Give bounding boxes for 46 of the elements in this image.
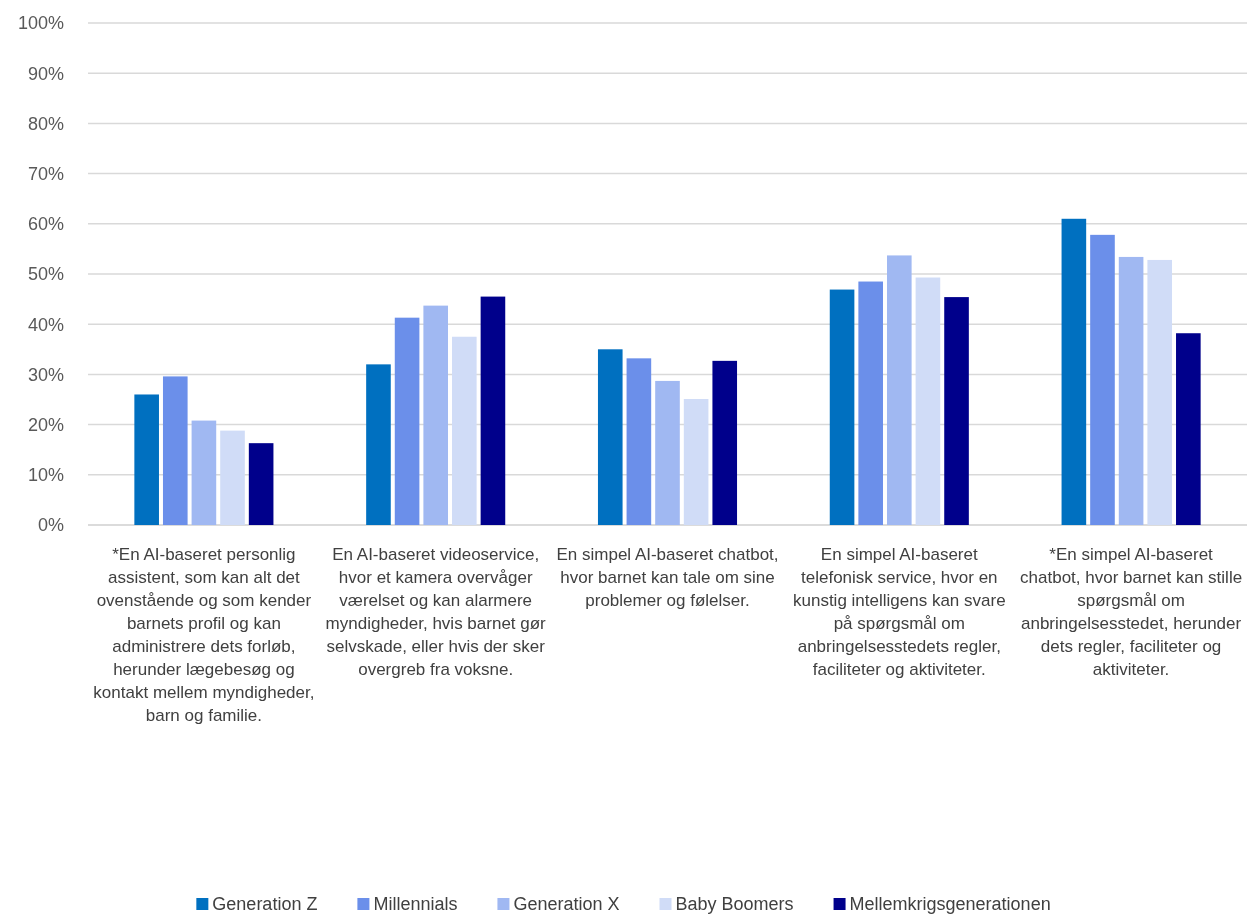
legend-label: Generation Z (212, 894, 318, 914)
bar (1147, 259, 1173, 525)
x-tick-label: *En simpel AI-baseret chatbot, hvor barnet kan stille spørgsmål om anbringelsesstedet, herunder dets regler, faciliteter og aktiviteter. (1020, 545, 1243, 679)
bar (480, 296, 506, 525)
bar (858, 281, 883, 525)
bar (887, 255, 912, 525)
y-tick-label: 80% (27, 113, 64, 134)
bar (1118, 256, 1144, 525)
y-tick-label: 70% (27, 163, 64, 184)
y-tick-label: 100% (17, 13, 64, 34)
legend-label: Baby Boomers (675, 894, 794, 914)
bar (712, 360, 738, 525)
bar (1090, 234, 1115, 525)
x-tick-label: *En AI-baseret personlig assistent, som kan alt det ovenstående og som kender barnets profil og kan administrere dets forløb, herunder lægebesøg og kontakt mellem myndigheder, barn og familie. (93, 545, 315, 725)
bar (162, 376, 188, 525)
bar (944, 297, 969, 525)
legend-label: Millennials (373, 894, 458, 914)
bar (452, 336, 477, 525)
bar (191, 420, 217, 525)
bar (1176, 333, 1201, 525)
bar (683, 399, 709, 525)
bar (915, 277, 941, 525)
y-tick-label: 30% (27, 364, 64, 385)
bar (134, 394, 159, 525)
y-tick-label: 60% (27, 214, 64, 235)
bar (394, 317, 420, 525)
x-tick-label: En simpel AI-baseret chatbot, hvor barnet kan tale om sine problemer og følelser. (556, 545, 779, 610)
bar (626, 358, 652, 525)
legend-label: Generation X (513, 894, 620, 914)
x-tick-label: En AI-baseret videoservice, hvor et kamera overvåger værelset og kan alarmere myndigheder, hvis barnet gør selvskade, eller hvis der sker overgreb fra voksne. (325, 545, 547, 679)
bar (248, 443, 274, 525)
y-tick-label: 90% (27, 63, 64, 84)
bar (366, 364, 391, 525)
bar (1061, 218, 1087, 525)
bar (220, 430, 245, 525)
y-tick-label: 0% (37, 515, 64, 536)
x-tick-label: En simpel AI-baseret telefonisk service, hvor en kunstig intelligens kan svare på spørgsmål om anbringelsesstedets regler, faciliteter og aktiviteter. (792, 545, 1006, 679)
bar (655, 380, 680, 525)
y-tick-label: 20% (27, 414, 64, 435)
legend-label: Mellemkrigsgenerationen (849, 894, 1051, 914)
y-tick-label: 10% (27, 465, 64, 486)
bar (829, 289, 855, 525)
bar (423, 305, 449, 525)
y-tick-label: 40% (27, 314, 64, 335)
y-tick-label: 50% (27, 264, 64, 285)
bar (597, 349, 623, 525)
